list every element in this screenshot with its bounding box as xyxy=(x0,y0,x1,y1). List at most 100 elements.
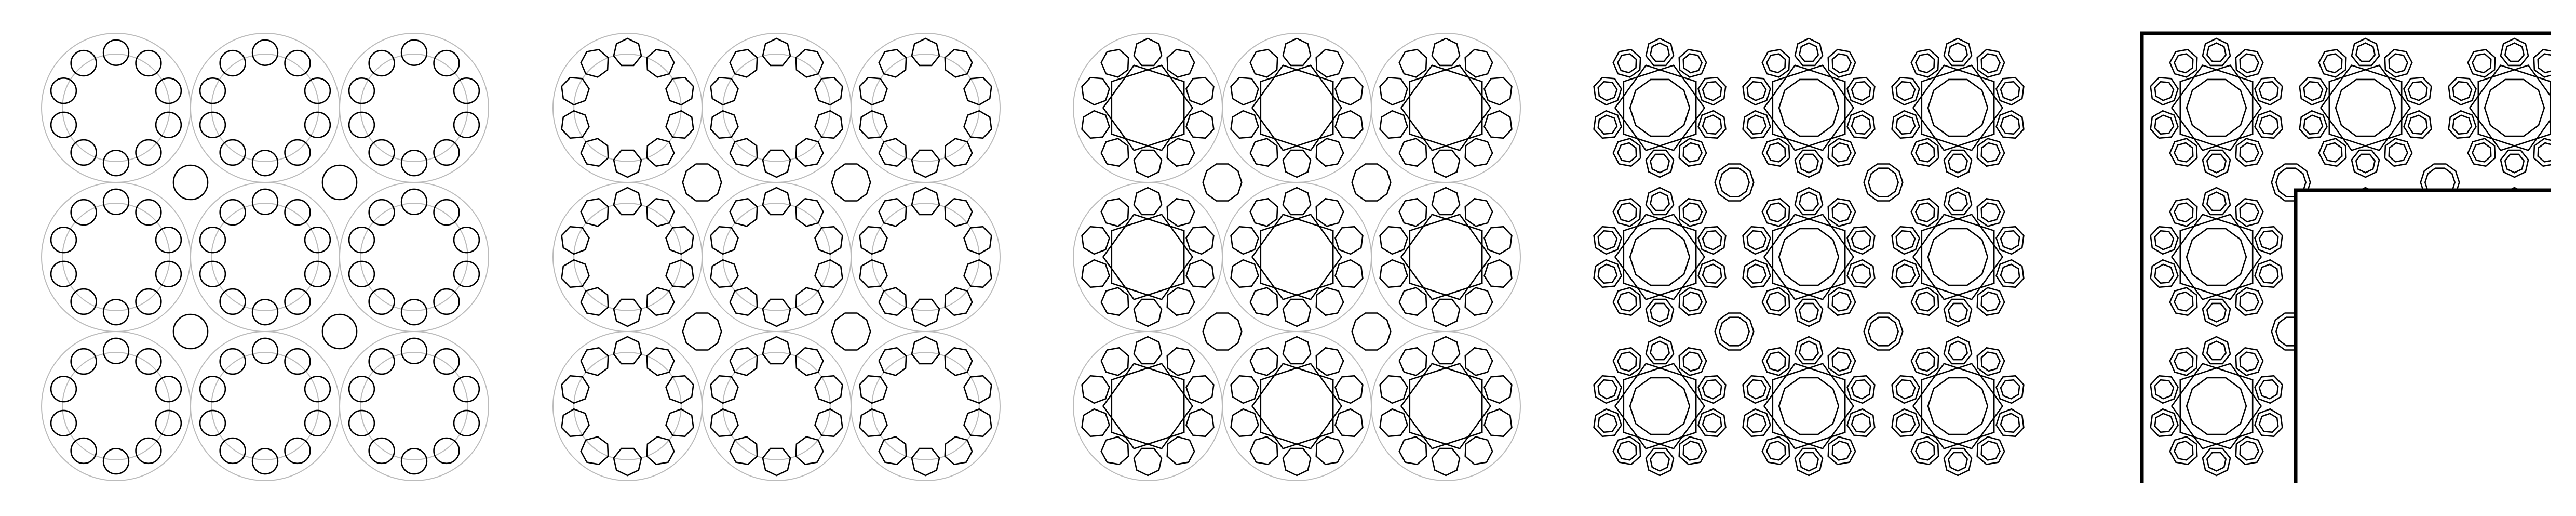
small-circle xyxy=(284,139,311,166)
heptagon xyxy=(1794,37,1824,67)
heptagon xyxy=(1995,226,2025,255)
heptagon-inner xyxy=(1798,42,1819,62)
heptagon xyxy=(729,48,758,78)
heptagon xyxy=(1910,436,1939,466)
heptagon xyxy=(1697,76,1727,106)
heptagon xyxy=(2299,76,2328,106)
heptagon xyxy=(2150,76,2179,106)
heptagon-inner xyxy=(1682,440,1703,461)
heptagon-inner xyxy=(2322,351,2343,372)
heptagon xyxy=(1100,197,1129,227)
heptagon xyxy=(1891,110,1920,139)
small-circle xyxy=(453,77,480,104)
small-circle xyxy=(433,199,460,226)
heptagon-inner xyxy=(2000,81,2020,101)
heptagon xyxy=(1761,347,1790,376)
center-decagon xyxy=(1629,78,1691,137)
heptagon-inner xyxy=(1947,191,1968,211)
heptagon-inner xyxy=(2173,440,2194,461)
small-circle xyxy=(304,77,331,104)
heptagon xyxy=(1166,347,1195,376)
small-circle xyxy=(348,260,375,288)
heptagon xyxy=(2533,347,2551,376)
heptagon xyxy=(1827,347,1856,376)
heptagon-inner xyxy=(1831,202,1852,223)
heptagon xyxy=(2235,138,2264,167)
heptagon xyxy=(1593,375,1622,404)
small-circle xyxy=(304,409,331,437)
border-corner-panel xyxy=(2150,37,2576,477)
guide-ring xyxy=(573,203,682,311)
small-circle xyxy=(155,111,182,139)
heptagon xyxy=(1230,375,1259,404)
heptagon xyxy=(1995,76,2025,106)
star xyxy=(1400,64,1483,151)
heptagon xyxy=(1976,436,2005,466)
heptagon xyxy=(859,259,888,288)
heptagon-inner xyxy=(1746,379,1767,400)
heptagon xyxy=(1282,336,1312,365)
heptagon xyxy=(1464,287,1493,316)
heptagon-inner xyxy=(2239,142,2260,163)
heptagon xyxy=(1891,375,1920,404)
heptagon-inner xyxy=(1895,114,1916,135)
heptagon-inner xyxy=(1851,379,1871,400)
heptagon xyxy=(2553,409,2576,436)
decagon-inner xyxy=(2424,316,2456,347)
heptagon xyxy=(762,149,791,178)
heptagon-inner xyxy=(1851,81,1871,101)
center-decagon xyxy=(1629,377,1691,435)
heptagon-inner xyxy=(2504,452,2525,472)
heptagon xyxy=(1761,197,1790,227)
heptagon xyxy=(1678,347,1707,376)
heptagon-inner xyxy=(1746,114,1767,135)
heptagon xyxy=(2448,259,2477,288)
heptagon-inner xyxy=(2206,42,2227,62)
heptagon xyxy=(878,287,907,316)
heptagon xyxy=(963,110,992,139)
heptagon xyxy=(795,287,824,316)
center-decagon xyxy=(2484,228,2545,286)
heptagon xyxy=(1761,48,1790,78)
guide-circle xyxy=(1073,182,1223,332)
heptagon xyxy=(1827,138,1856,167)
heptagon xyxy=(859,226,888,255)
heptagon xyxy=(1398,287,1427,316)
star xyxy=(1260,64,1343,151)
heptagon-inner xyxy=(1597,230,1618,250)
heptagon xyxy=(1398,138,1427,167)
heptagon xyxy=(1593,226,1622,255)
heptagon xyxy=(2169,287,2198,316)
center-decagon xyxy=(2484,377,2545,435)
heptagon-inner xyxy=(2258,379,2279,400)
small-circle xyxy=(199,409,226,437)
star xyxy=(1921,214,2004,300)
guide-ring xyxy=(722,203,831,311)
heptagon xyxy=(1334,375,1364,404)
heptagon xyxy=(795,138,824,167)
heptagon xyxy=(1398,436,1427,466)
heptagon xyxy=(2384,287,2413,316)
heptagon xyxy=(1379,259,1408,288)
heptagon xyxy=(1230,76,1259,106)
small-circle xyxy=(199,111,226,139)
heptagon xyxy=(2403,226,2432,255)
center-decagon xyxy=(1927,377,1989,435)
heptagon-inner xyxy=(1851,413,1871,433)
heptagon xyxy=(814,259,843,288)
guide-circle xyxy=(339,331,489,481)
star xyxy=(2477,363,2551,449)
guide-ring xyxy=(573,352,682,460)
heptagon-inner xyxy=(1947,302,1968,323)
heptagon xyxy=(762,336,791,365)
heptagon-inner xyxy=(1980,291,2001,312)
decagon xyxy=(1351,163,1392,202)
heptagon xyxy=(2553,77,2576,105)
guide-circle xyxy=(851,331,1001,481)
guide-circle xyxy=(552,331,703,481)
guide-circle xyxy=(190,331,340,481)
star xyxy=(2469,64,2551,151)
heptagon xyxy=(710,375,739,404)
heptagon xyxy=(1315,138,1344,167)
small-circle xyxy=(50,226,77,254)
